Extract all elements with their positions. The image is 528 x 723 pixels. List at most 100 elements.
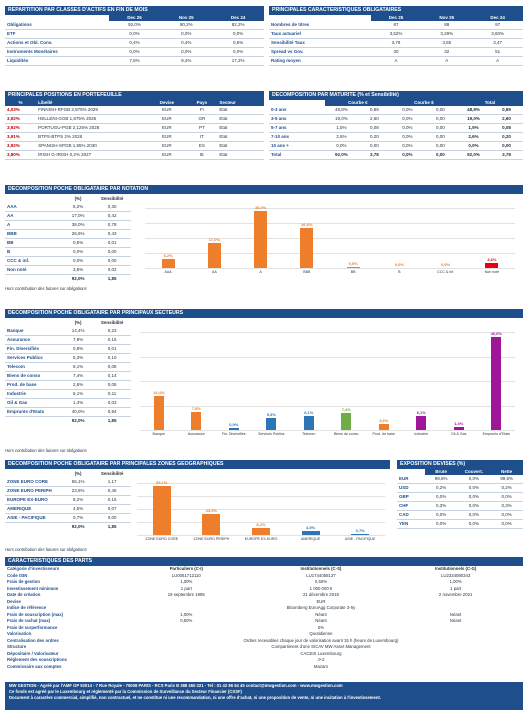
row-label: Catégorie d'investisseurs [7, 566, 60, 571]
row-value: 0,00 [423, 150, 457, 160]
row-label: Services Publics [5, 353, 63, 363]
row-value: 0,0% [490, 492, 523, 502]
bar-value-label: 55,1% [156, 479, 168, 485]
row-value: 0,0% [457, 501, 491, 511]
row-value: 3,52% [370, 29, 422, 39]
row-value: 0,0% [457, 483, 491, 493]
classes-actifs-block: REPARTITION PAR CLASSES D'ACTIFS EN FIN … [5, 6, 264, 66]
table-row: Structure Compartiment d'une SICAV MW Ass… [5, 644, 523, 651]
row-label: EUR [397, 475, 425, 484]
row-pct: 23,5% [62, 486, 94, 496]
table-row: Actions et Obl. Conv. 0,4% 0,4% 0,6% [5, 38, 264, 48]
gridline [140, 430, 515, 431]
bar-value-label: 14,4% [153, 390, 165, 396]
row-label: EUROPE EX-EURO [5, 495, 63, 505]
chart-bar [254, 211, 268, 268]
position-sector: Etat [217, 106, 264, 115]
row-sensibilite: 0,23 [93, 327, 131, 336]
table-row: 0-3 ans 48,8% 0,89 0,0% 0,00 48,8% 0,89 [269, 106, 523, 115]
row-label: ETF [5, 29, 109, 39]
row-value: J+2 [317, 657, 325, 662]
row-pct: 38,0% [62, 220, 94, 230]
bar-value-label: 17,0% [208, 236, 221, 242]
chart-bar [301, 530, 320, 535]
row-value: Bloomberg EuroAgg Corporate 3-5y [286, 605, 356, 610]
row-pct: 2,6% [62, 380, 94, 390]
position-country: FI [186, 106, 218, 115]
row-value: Institutionnels (C-G) [435, 566, 477, 571]
chart-bar [378, 423, 389, 430]
row-value: CACEIS Luxembourg [300, 650, 342, 656]
row-label: Spread vs Gov. [269, 47, 371, 57]
position-sector: Etat [217, 141, 264, 151]
position-country: ES [186, 141, 218, 151]
table-row: Catégorie d'investisseurs Particuliers (C… [5, 566, 523, 573]
caracteristiques-table: Dec 25 Nov 25 Dec 24 Nombres de titres 87… [269, 15, 523, 66]
position-pct: 3,92% [5, 123, 37, 133]
position-currency: EUR [147, 106, 187, 115]
row-value: 0,0% [108, 29, 161, 39]
col-header: Secteur [217, 100, 264, 106]
row-label: Oil & Gas [5, 398, 63, 408]
row-value: 87 [370, 21, 422, 30]
table-row: Biens de conso 7,4% 0,14 [5, 371, 131, 381]
table-row: Industrie 6,1% 0,11 [5, 389, 131, 399]
maturite-title: DECOMPOSITION PAR MATURITE (% et Sensibi… [269, 91, 523, 100]
row-sensibilite: 0,30 [93, 203, 131, 212]
col-header: (%) [74, 471, 82, 476]
total-pct: 92,0% [62, 416, 94, 425]
position-pct: 3,92% [5, 114, 37, 124]
position-name: FINNISH-RFGB 2,875% 2029 [36, 106, 148, 115]
row-label: Sensibilité Taux [269, 38, 371, 48]
position-country: IE [186, 150, 218, 160]
row-value: 88 [421, 21, 473, 30]
gridline [145, 208, 515, 209]
category-label: ZONE EURO CORE [145, 537, 179, 541]
row-value: 1,5% [456, 123, 490, 133]
col-header: Dec 25 [108, 15, 161, 21]
col-header: % [5, 100, 37, 106]
col-header: Pays [186, 100, 218, 106]
table-row: Banque 14,4% 0,23 [5, 327, 131, 336]
gridline [137, 496, 385, 497]
row-value: 0,2% [490, 483, 523, 493]
row-value: Mazars [313, 663, 329, 669]
table-row: Code ISIN LU0061712110 LU1744058137 LU23340… [5, 573, 523, 580]
row-label: CHF [397, 501, 425, 511]
bar-value-label: 7,4% [341, 406, 351, 412]
zones-table: (%) Sensibilité ZONE EURO CORE 55,1% 1,17 Z… [5, 470, 131, 531]
row-value: Particuliers (C-I) [169, 566, 203, 571]
table-row: ASIE - PACIFIQUE 0,7% 0,00 [5, 513, 131, 523]
table-row: Taux actuariel 3,52% 3,29% 3,60% [269, 29, 523, 39]
row-value: 97 [472, 21, 523, 30]
table-row: 3,92% SPANISH-SPGB 1,95% 2030 EUR ES Etat [5, 141, 264, 151]
table-row: 3,91% BTPS-BTPS 2% 2028 EUR IT Etat [5, 132, 264, 142]
gridline [145, 223, 515, 224]
table-row: A 38,0% 0,78 [5, 220, 131, 230]
table-row: Spread vs Gov. 30 32 51 [269, 47, 523, 57]
row-label: Frais de rachat (max) [7, 618, 51, 623]
row-label: Actions et Obl. Conv. [5, 38, 109, 48]
row-value: 0,6% [212, 38, 264, 48]
positions-title: PRINCIPALES POSITIONS EN PORTEFEUILLE [5, 91, 264, 100]
notation-chart: 6,2% AAA 17,0% AA 38,0% A 26,6% BBB 0,5% BB 0,0% B 0… [145, 200, 515, 278]
row-value: 0,0% [160, 47, 213, 57]
positions-table: % Libellé Devise Pays Secteur 4,03% FINNI… [5, 100, 264, 160]
category-label: Oil & Gas [451, 432, 467, 436]
row-value: 3,78 [370, 38, 422, 48]
row-pct: 6,2% [62, 203, 94, 212]
table-row: B 0,0% 0,00 [5, 247, 131, 257]
table-row: ETF 0,0% 0,0% 0,0% [5, 29, 264, 39]
row-label: CCC & inf. [5, 256, 63, 266]
row-value: LU1744058137 [306, 572, 336, 578]
category-label: AMERIQUE [301, 537, 321, 541]
row-value: Institutionnels (C-S) [300, 566, 342, 571]
table-row: EUROPE EX-EURO 8,2% 0,15 [5, 495, 131, 505]
table-row: 5-7 ans 1,5% 0,08 0,0% 0,00 1,5% 0,08 [269, 123, 523, 133]
bar-value-label: 0,9% [229, 421, 239, 427]
row-label: Banque [5, 327, 63, 336]
row-value: 3,78 [489, 150, 523, 160]
table-row: USD 0,2% 0,0% 0,2% [397, 483, 523, 493]
bar-value-label: 5,3% [266, 411, 276, 417]
row-pct: 6,1% [62, 389, 94, 399]
